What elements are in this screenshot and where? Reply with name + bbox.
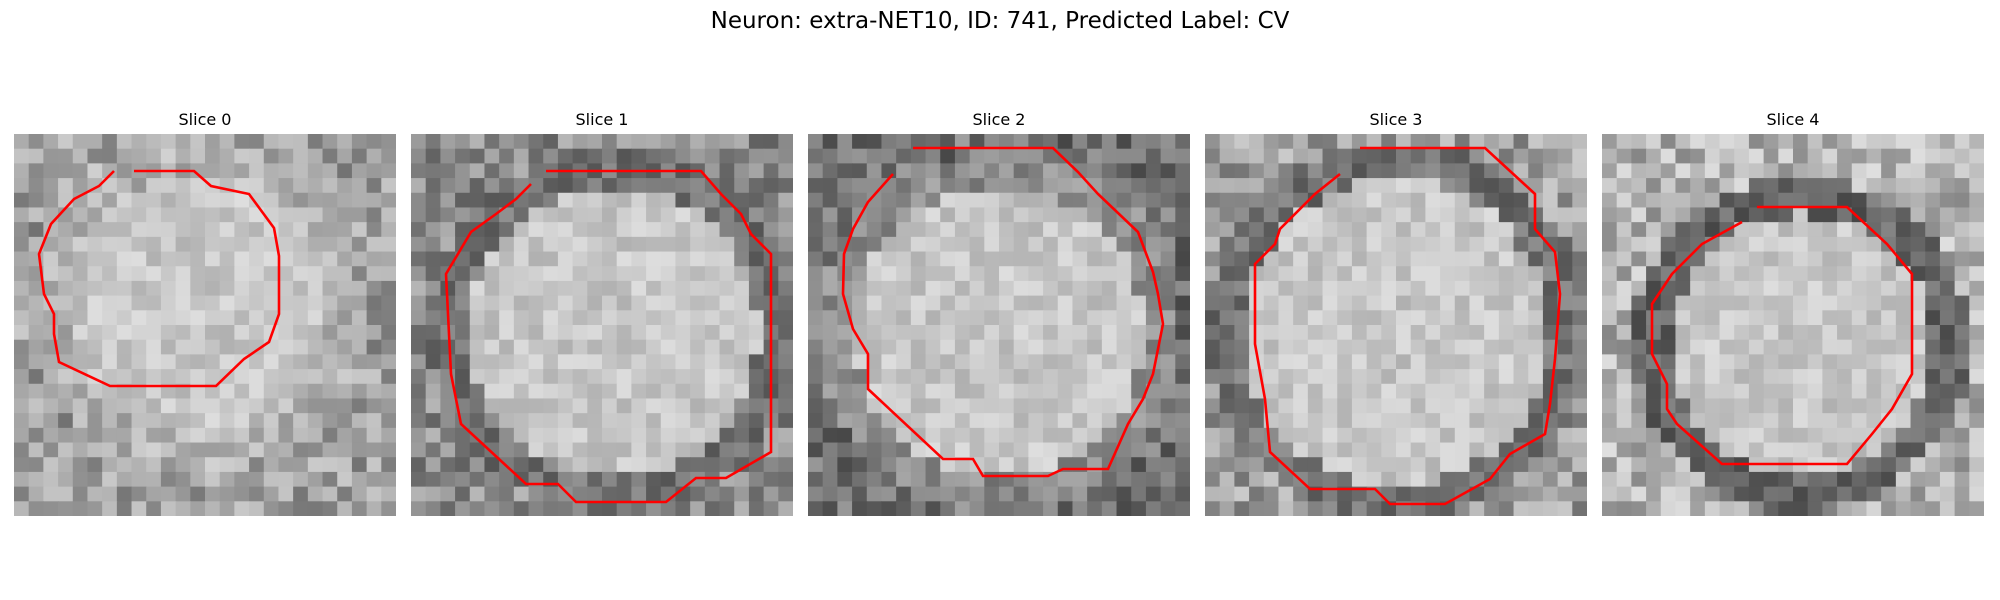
microscopy-pixels [411, 134, 793, 516]
slice-title: Slice 2 [972, 110, 1026, 129]
slice-panel-2: Slice 2 [808, 108, 1190, 516]
segmentation-contour [841, 146, 1165, 478]
slice-panel-4: Slice 4 [1602, 108, 1984, 516]
slice-image [1205, 134, 1587, 516]
slice-panel-0: Slice 0 [14, 108, 396, 516]
microscopy-pixels [1602, 134, 1984, 516]
slice-image [14, 134, 396, 516]
slice-title: Slice 4 [1766, 110, 1820, 129]
slice-title: Slice 0 [178, 110, 232, 129]
segmentation-contour [1253, 146, 1562, 506]
slice-image [1602, 134, 1984, 516]
slice-title: Slice 3 [1369, 110, 1423, 129]
microscopy-pixels [14, 134, 396, 516]
segmentation-contour [444, 169, 773, 504]
figure-title: Neuron: extra-NET10, ID: 741, Predicted … [710, 8, 1290, 34]
microscopy-pixels [808, 134, 1190, 516]
slice-image [411, 134, 793, 516]
slice-title: Slice 1 [575, 110, 629, 129]
segmentation-contour [37, 169, 281, 388]
slice-image [808, 134, 1190, 516]
slice-panel-1: Slice 1 [411, 108, 793, 516]
slice-panel-3: Slice 3 [1205, 108, 1587, 516]
microscopy-pixels [1205, 134, 1587, 516]
segmentation-contour [1650, 205, 1914, 466]
